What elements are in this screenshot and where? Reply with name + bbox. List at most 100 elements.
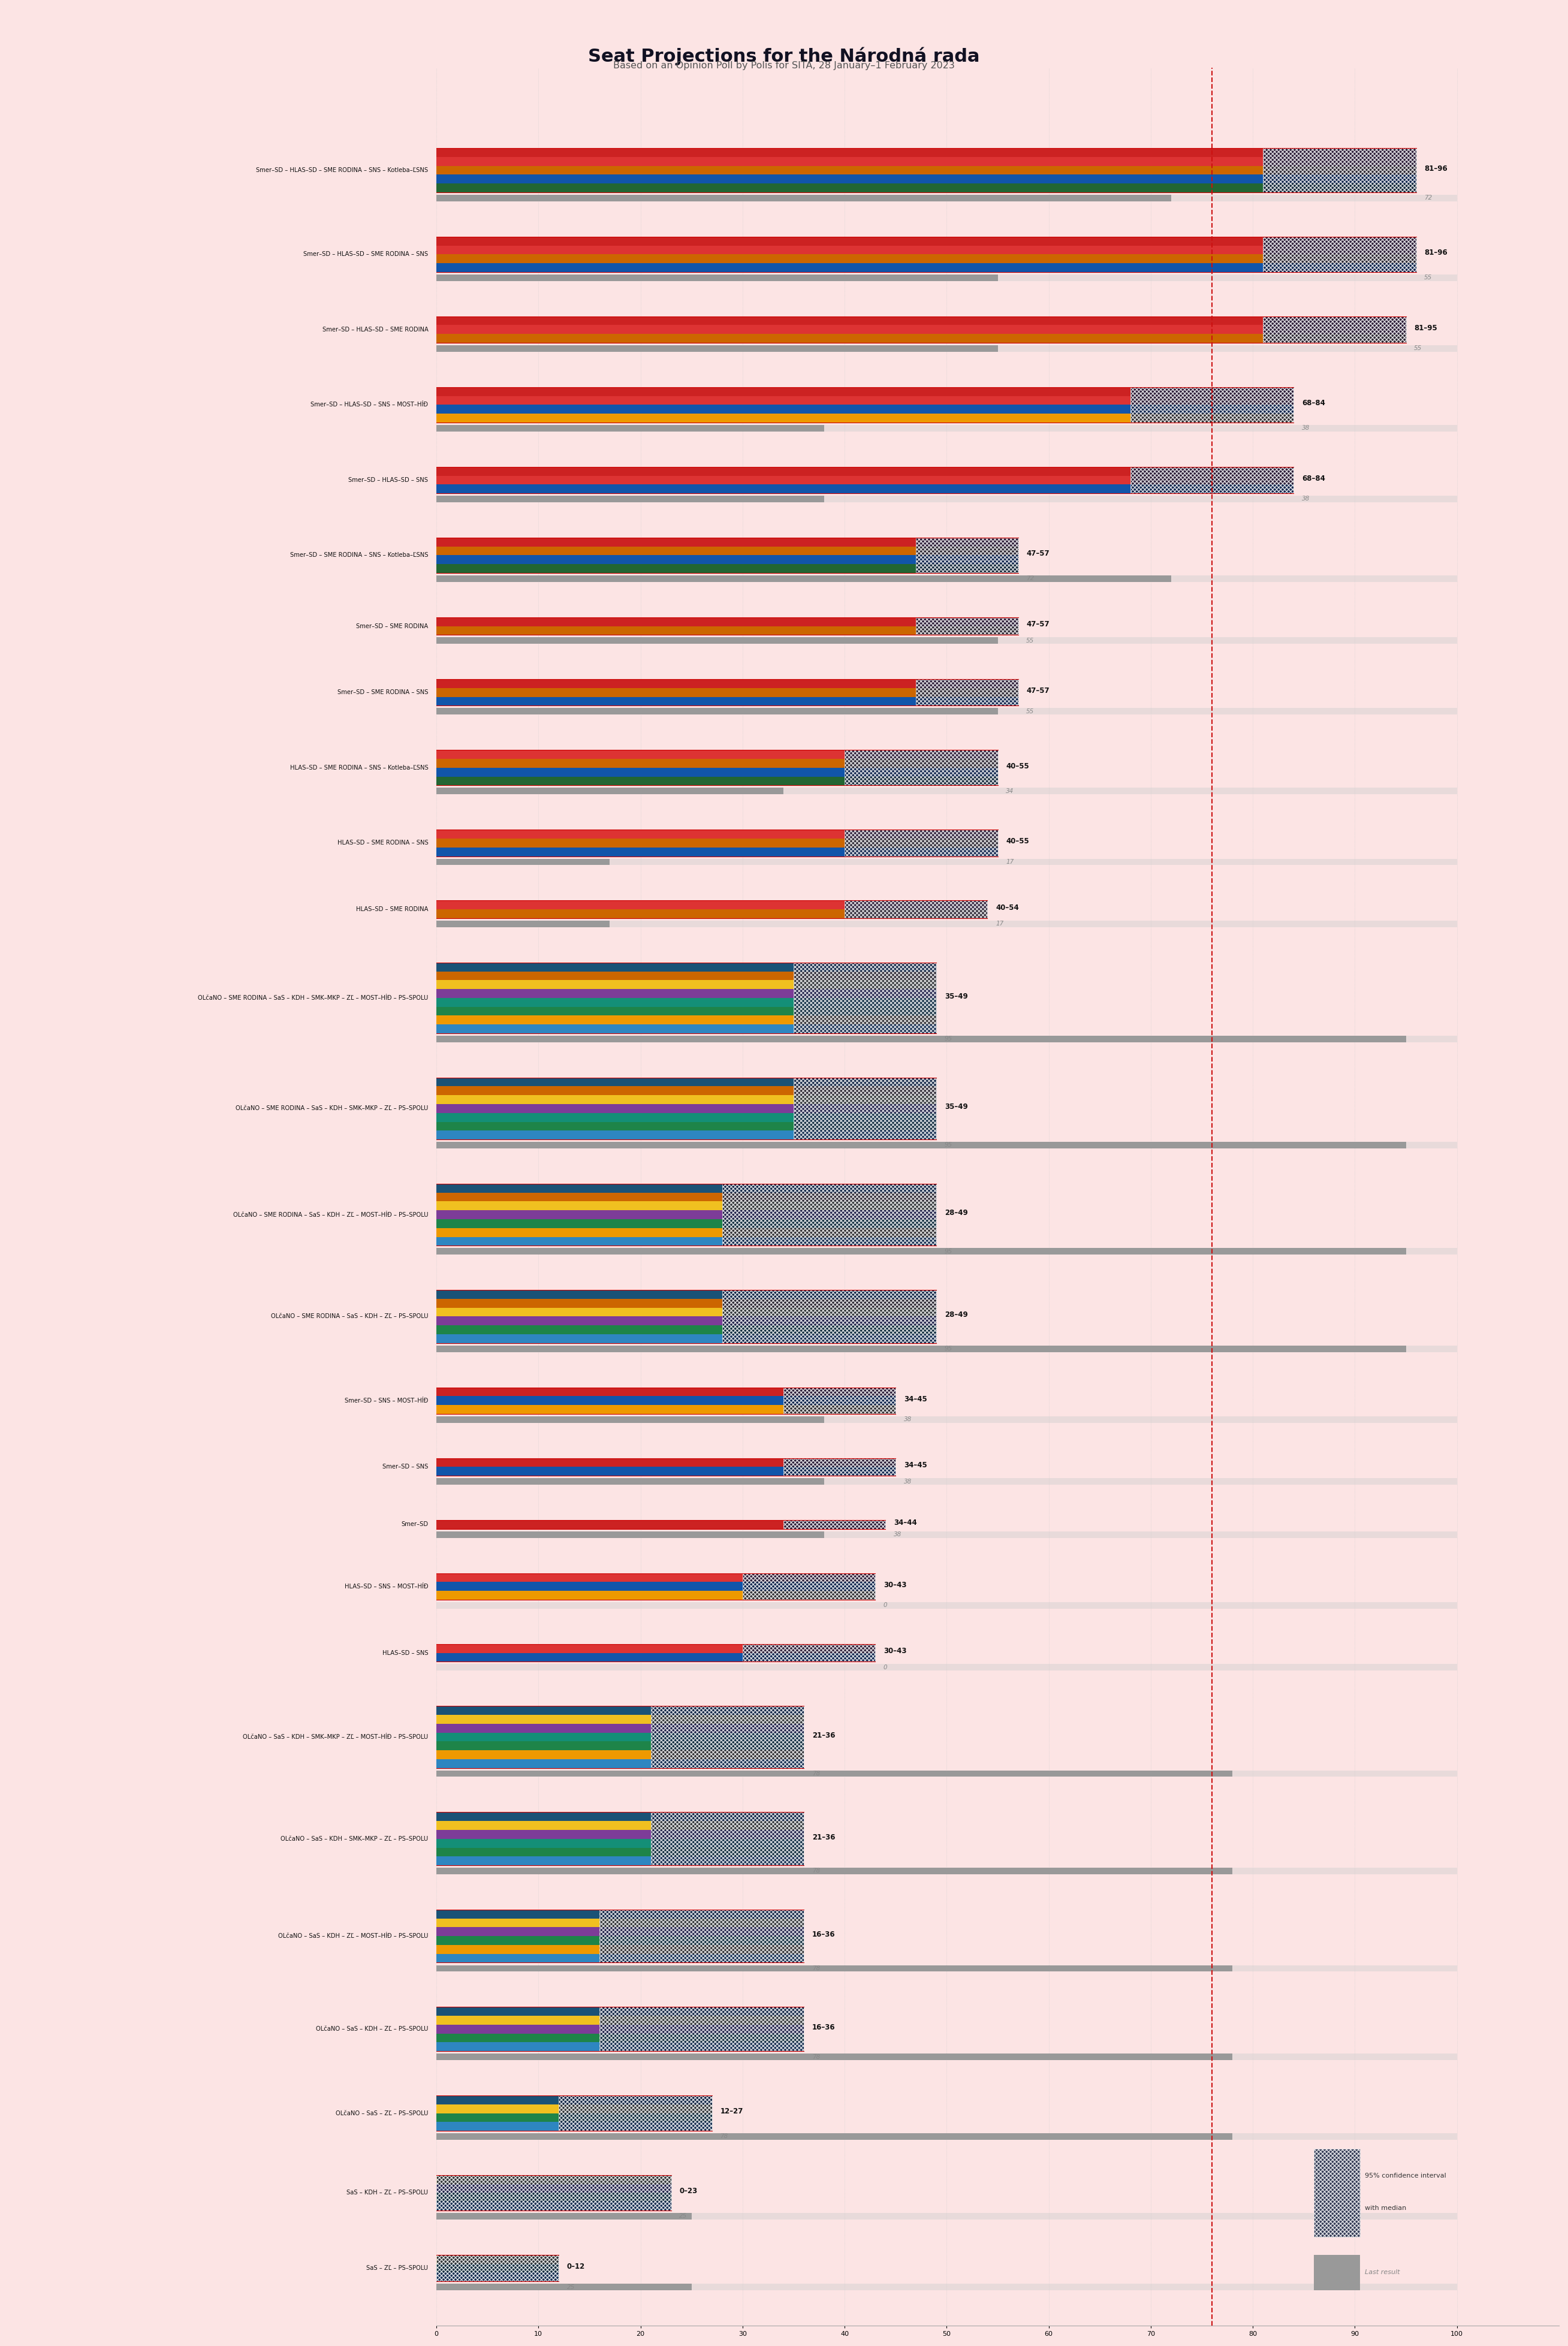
Bar [436, 2053, 1232, 2060]
Bar [436, 1096, 936, 1105]
Bar [436, 1839, 804, 1849]
Bar [436, 1347, 1457, 1351]
Text: 72: 72 [1424, 195, 1432, 202]
Text: 95: 95 [944, 1248, 953, 1255]
Text: 68–84: 68–84 [1301, 399, 1325, 408]
Text: HLAS–SD – SME RODINA: HLAS–SD – SME RODINA [356, 906, 428, 913]
Bar [436, 1112, 936, 1121]
Text: Smer–SD – SME RODINA: Smer–SD – SME RODINA [356, 624, 428, 629]
Bar [793, 962, 936, 1032]
Bar [436, 1574, 875, 1581]
Bar [436, 1417, 1457, 1422]
Bar [436, 326, 1406, 333]
Bar [436, 1532, 825, 1539]
Bar [436, 1928, 804, 1935]
Text: OLčaNO – SME RODINA – SaS – KDH – SMK–MKP – ZĽ – MOST–HÍĐ – PS–SPOLU: OLčaNO – SME RODINA – SaS – KDH – SMK–MK… [198, 995, 428, 1002]
Bar [436, 387, 1294, 396]
Bar [436, 680, 1018, 687]
Bar [436, 758, 997, 767]
Bar [436, 687, 1018, 697]
Text: 47–57: 47–57 [1027, 549, 1049, 558]
Bar [436, 1006, 936, 1016]
Bar [436, 1741, 804, 1750]
Text: 38: 38 [903, 1478, 911, 1485]
Bar [436, 1290, 936, 1300]
Text: OLčaNO – SME RODINA – SaS – KDH – ZĽ – PS–SPOLU: OLčaNO – SME RODINA – SaS – KDH – ZĽ – P… [271, 1314, 428, 1318]
Bar [436, 2123, 712, 2130]
Bar [436, 1201, 936, 1211]
Bar [436, 1771, 1457, 1776]
Bar [436, 2283, 691, 2290]
Bar [436, 1706, 804, 1715]
Bar [436, 413, 1294, 422]
Text: OLčaNO – SaS – KDH – SMK–MKP – ZĽ – MOST–HÍĐ – PS–SPOLU: OLčaNO – SaS – KDH – SMK–MKP – ZĽ – MOST… [243, 1734, 428, 1741]
Bar [436, 1591, 875, 1600]
Bar [436, 1759, 804, 1769]
Bar [436, 1811, 804, 1820]
Bar [436, 1954, 804, 1964]
Text: 78: 78 [812, 1867, 820, 1874]
Bar [436, 2175, 671, 2184]
Bar [436, 1466, 895, 1476]
Bar [436, 617, 1018, 626]
Bar [436, 1478, 825, 1485]
Bar [436, 1966, 1232, 1971]
Bar [436, 2212, 691, 2219]
Text: HLAS–SD – SNS: HLAS–SD – SNS [383, 1649, 428, 1656]
Bar [436, 195, 1457, 202]
Text: 78: 78 [812, 1966, 820, 1971]
Bar [436, 1734, 804, 1741]
Text: 0: 0 [883, 1663, 887, 1670]
Bar [436, 425, 1457, 432]
Bar [436, 788, 784, 795]
Bar [436, 2175, 671, 2210]
Text: 95: 95 [944, 1347, 953, 1351]
Text: SaS – ZĽ – PS–SPOLU: SaS – ZĽ – PS–SPOLU [367, 2266, 428, 2271]
Bar [436, 425, 825, 432]
Text: 21–36: 21–36 [812, 1832, 836, 1842]
Text: Based on an Opinion Poll by Polis for SITA, 28 January–1 February 2023: Based on an Opinion Poll by Polis for SI… [613, 61, 955, 70]
Text: 40–54: 40–54 [996, 903, 1019, 913]
Bar [436, 2264, 558, 2273]
Bar [436, 495, 825, 502]
Text: Smer–SD – HLAS–SD – SME RODINA: Smer–SD – HLAS–SD – SME RODINA [321, 326, 428, 333]
Bar [436, 1220, 936, 1227]
Bar [436, 1316, 936, 1325]
Bar [436, 1086, 936, 1096]
Bar [436, 638, 1457, 643]
Bar [743, 1574, 875, 1600]
Bar [436, 901, 988, 910]
Bar [1314, 2255, 1359, 2290]
Text: 35–49: 35–49 [944, 1103, 967, 1110]
Text: OLčaNO – SaS – KDH – SMK–MKP – ZĽ – PS–SPOLU: OLčaNO – SaS – KDH – SMK–MKP – ZĽ – PS–S… [281, 1837, 428, 1842]
Bar [436, 1867, 1457, 1874]
Bar [436, 2006, 804, 2015]
Bar [436, 2095, 712, 2104]
Bar [651, 1706, 804, 1769]
Bar [436, 2114, 712, 2123]
Bar [436, 396, 1294, 406]
Bar [436, 2053, 1457, 2060]
Text: 81–95: 81–95 [1414, 324, 1438, 331]
Bar [599, 1910, 804, 1964]
Bar [1131, 387, 1294, 422]
Text: 0: 0 [883, 1602, 887, 1609]
Bar [436, 1131, 936, 1140]
Text: 68–84: 68–84 [1301, 474, 1325, 483]
Text: 47–57: 47–57 [1027, 622, 1049, 629]
Text: 38: 38 [1301, 425, 1309, 432]
Text: 38: 38 [894, 1532, 902, 1537]
Text: 34: 34 [1005, 788, 1014, 793]
Bar [436, 1919, 804, 1928]
Bar [436, 1035, 1457, 1042]
Bar [436, 1602, 1457, 1609]
Text: 55: 55 [1424, 274, 1432, 282]
Bar [436, 859, 1457, 866]
Bar [436, 751, 997, 758]
Text: 38: 38 [903, 1417, 911, 1422]
Bar [436, 997, 936, 1006]
Bar [651, 1811, 804, 1865]
Bar [436, 1771, 1232, 1776]
Bar [436, 1227, 936, 1236]
Bar [436, 1417, 825, 1422]
